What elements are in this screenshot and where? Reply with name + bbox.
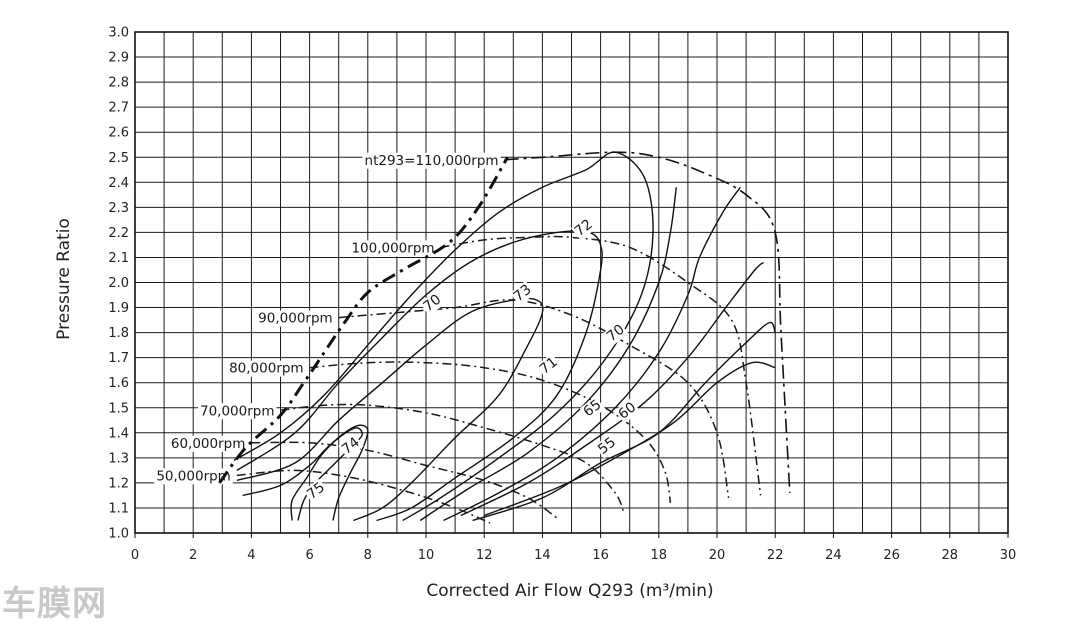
- efficiency-island-70: [419, 187, 677, 522]
- speed-line-label: 60,000rpm: [171, 436, 246, 452]
- efficiency-label-bg: [303, 478, 329, 504]
- efficiency-island-73: [236, 297, 544, 522]
- speed-line-label: 50,000rpm: [156, 468, 231, 484]
- y-tick-label: 1.6: [108, 376, 129, 391]
- x-tick-label: 14: [534, 548, 551, 563]
- y-tick-label: 1.7: [108, 351, 129, 366]
- speed-line-label-bg: [349, 240, 437, 257]
- x-tick-label: 0: [131, 548, 139, 563]
- speed-line: [338, 299, 730, 499]
- y-tick-label: 1.9: [108, 301, 129, 316]
- speed-line-label: 70,000rpm: [200, 403, 275, 419]
- y-tick-label: 3.0: [108, 26, 129, 41]
- efficiency-island-71: [233, 151, 654, 522]
- y-tick-label: 1.0: [108, 527, 129, 542]
- speed-line: [280, 403, 625, 514]
- watermark-logo: 车膜网: [2, 584, 107, 624]
- y-tick-label: 1.4: [108, 426, 129, 441]
- y-tick-label: 2.7: [108, 101, 129, 116]
- x-tick-label: 4: [247, 548, 255, 563]
- efficiency-label-bg: [338, 433, 364, 459]
- speed-lines: 50,000rpm 60,000rpm 70,000rpm 80,000rpm 90,0…: [154, 151, 791, 524]
- x-tick-label: 28: [942, 548, 959, 563]
- efficiency-island-65: [443, 186, 741, 522]
- speed-line-label: 80,000rpm: [229, 361, 304, 377]
- chart-grid: [134, 31, 1009, 534]
- x-tick-label: 6: [305, 548, 313, 563]
- x-tick-label: 22: [767, 548, 784, 563]
- x-tick-label: 12: [476, 548, 493, 563]
- efficiency-label: 73: [511, 282, 535, 306]
- y-tick-label: 2.1: [108, 251, 129, 266]
- efficiency-label-bg: [419, 290, 446, 316]
- speed-line: [504, 151, 791, 493]
- y-tick-label: 2.5: [108, 151, 129, 166]
- y-tick-label: 2.9: [108, 51, 129, 66]
- speed-line: [440, 235, 762, 496]
- speed-line-label: nt293=110,000rpm: [365, 153, 499, 169]
- efficiency-label-bg: [571, 215, 597, 241]
- y-tick-label: 1.2: [108, 476, 129, 491]
- x-tick-label: 18: [651, 548, 668, 563]
- x-tick-label: 20: [709, 548, 726, 563]
- y-tick-label: 1.1: [108, 501, 129, 516]
- x-tick-label: 8: [364, 548, 372, 563]
- x-axis-label: Corrected Air Flow Q293 (m³/min): [426, 581, 713, 601]
- speed-line-label: 100,000rpm: [351, 240, 434, 256]
- efficiency-label: 72: [572, 216, 596, 240]
- y-tick-label: 1.3: [108, 451, 129, 466]
- efficiency-label-bg: [536, 353, 562, 379]
- speed-line-label-bg: [154, 468, 233, 485]
- x-tick-label: 16: [592, 548, 609, 563]
- y-tick-label: 1.5: [108, 401, 129, 416]
- x-tick-label: 10: [418, 548, 435, 563]
- x-tick-label: 26: [883, 548, 900, 563]
- efficiency-label-bg: [509, 280, 536, 306]
- y-tick-label: 2.0: [108, 276, 129, 291]
- plot-frame: [134, 31, 1009, 534]
- efficiency-island-outer: [483, 361, 776, 517]
- efficiency-label: 55: [595, 434, 619, 458]
- efficiency-label-bg: [579, 396, 606, 421]
- speed-line-label-bg: [256, 310, 335, 327]
- efficiency-label: 70: [604, 322, 628, 346]
- efficiency-islands: [233, 151, 776, 522]
- y-tick-label: 1.8: [108, 326, 129, 341]
- y-tick-label: 2.4: [108, 176, 129, 191]
- speed-line: [309, 361, 672, 504]
- speed-line-label-bg: [168, 435, 248, 452]
- x-tick-label: 2: [189, 548, 197, 563]
- y-tick-label: 2.3: [108, 201, 129, 216]
- efficiency-island-60: [460, 261, 765, 517]
- tick-labels: 0 2 4 6 8 10 12 14 16 18 20 22 24 26 28 301.01.11.21.31…: [108, 26, 1016, 564]
- y-tick-label: 2.8: [108, 76, 129, 91]
- y-tick-label: 2.2: [108, 226, 129, 241]
- surge-line: [218, 156, 509, 484]
- surge-line-path: [218, 156, 509, 484]
- efficiency-island-55: [472, 321, 776, 522]
- x-tick-label: 24: [825, 548, 842, 563]
- efficiency-label-bg: [594, 433, 620, 459]
- speed-line-label-bg: [227, 360, 306, 377]
- speed-line-label: 90,000rpm: [258, 311, 333, 327]
- y-tick-label: 2.6: [108, 126, 129, 141]
- efficiency-label: 70: [420, 292, 444, 316]
- efficiency-label-bg: [603, 320, 629, 346]
- x-tick-label: 30: [1000, 548, 1017, 563]
- speed-line: [236, 469, 491, 524]
- speed-line-label-bg: [197, 403, 277, 420]
- speed-line: [251, 441, 558, 519]
- y-axis-label: Pressure Ratio: [54, 218, 74, 340]
- efficiency-label-bg: [614, 398, 641, 424]
- speed-line-label-bg: [362, 152, 501, 169]
